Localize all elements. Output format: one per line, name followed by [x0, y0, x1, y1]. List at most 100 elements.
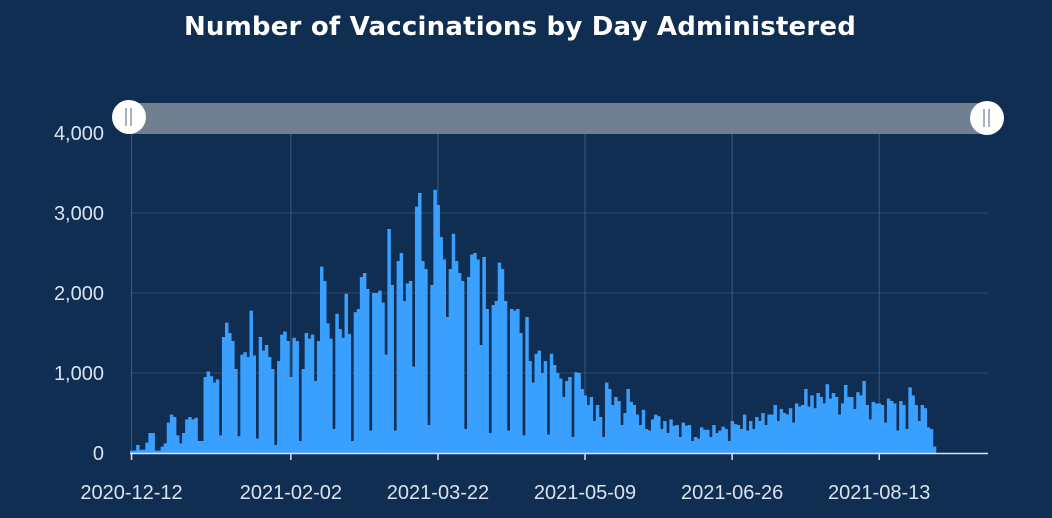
- bar: [142, 449, 146, 453]
- bar: [301, 369, 306, 453]
- x-tick-label: 2021-06-26: [681, 482, 783, 504]
- bar: [926, 427, 931, 453]
- bar: [460, 281, 465, 453]
- bar: [209, 376, 214, 453]
- bar: [764, 425, 768, 453]
- bar: [350, 441, 355, 453]
- bar: [761, 413, 765, 453]
- bar: [182, 433, 186, 453]
- bar: [721, 426, 725, 453]
- bar: [850, 397, 854, 453]
- x-tick-label: 2021-03-22: [387, 482, 489, 504]
- bar: [816, 393, 820, 453]
- bar: [332, 429, 336, 453]
- bar: [791, 422, 796, 453]
- bar: [831, 393, 836, 453]
- bar: [932, 446, 937, 453]
- bar: [896, 430, 900, 453]
- bar: [341, 337, 345, 453]
- bar: [843, 385, 848, 453]
- bar: [917, 421, 921, 453]
- bar: [859, 395, 863, 453]
- bar: [914, 405, 918, 453]
- bar: [130, 450, 134, 453]
- bar: [785, 414, 790, 453]
- range-slider-right-handle[interactable]: [970, 101, 1004, 135]
- bar: [899, 401, 903, 453]
- bar: [280, 334, 284, 453]
- y-tick-label: 4,000: [54, 123, 104, 145]
- bar: [617, 401, 621, 453]
- bar: [231, 341, 235, 453]
- bar: [828, 398, 833, 453]
- bar: [644, 429, 649, 453]
- bar: [424, 269, 428, 453]
- bar: [353, 312, 358, 453]
- bar: [825, 384, 830, 453]
- bar: [767, 414, 771, 453]
- bar: [531, 382, 535, 453]
- bar: [139, 449, 143, 453]
- bar: [586, 405, 591, 453]
- bar: [476, 259, 480, 453]
- bar: [905, 429, 909, 453]
- bar: [568, 377, 572, 453]
- bar: [834, 397, 839, 453]
- bar: [807, 406, 811, 453]
- bar: [886, 398, 891, 453]
- bar: [874, 403, 879, 453]
- bar: [421, 261, 425, 453]
- bar: [742, 414, 747, 453]
- bar: [752, 429, 756, 453]
- bar: [626, 389, 630, 453]
- bar: [736, 425, 741, 453]
- bar: [562, 397, 566, 453]
- bar: [565, 381, 569, 453]
- bar: [430, 285, 434, 453]
- bar: [608, 389, 612, 453]
- bar: [215, 379, 220, 453]
- bar: [393, 430, 397, 453]
- bar: [773, 405, 777, 453]
- bar: [657, 416, 661, 453]
- bar: [611, 405, 615, 453]
- bar: [908, 387, 912, 453]
- bar: [856, 392, 860, 453]
- bar: [678, 437, 682, 453]
- range-slider[interactable]: [112, 100, 1004, 135]
- bar: [571, 437, 575, 453]
- bar: [509, 309, 514, 453]
- bar: [396, 261, 401, 453]
- bar: [687, 425, 692, 453]
- bar: [650, 419, 655, 453]
- bar-series: [130, 189, 937, 454]
- bar: [237, 436, 241, 453]
- bar: [865, 405, 869, 453]
- bar: [218, 435, 223, 453]
- bar: [246, 357, 250, 453]
- bar: [893, 403, 897, 453]
- bar: [620, 425, 624, 453]
- bar: [365, 289, 370, 453]
- bar: [277, 361, 281, 453]
- bar: [451, 233, 456, 453]
- bar: [286, 341, 290, 453]
- bar: [552, 365, 557, 453]
- bar: [378, 290, 382, 453]
- bar: [445, 317, 450, 453]
- bar: [270, 369, 275, 453]
- bar: [614, 397, 618, 453]
- bar: [629, 401, 633, 453]
- bar: [414, 206, 419, 453]
- bar: [307, 338, 312, 453]
- x-tick-label: 2021-02-02: [240, 482, 342, 504]
- bar: [448, 269, 453, 453]
- bar: [525, 317, 529, 453]
- bar: [911, 395, 915, 453]
- range-slider-track[interactable]: [130, 103, 986, 134]
- bar: [252, 355, 257, 453]
- bar: [522, 435, 526, 453]
- bar: [847, 397, 851, 453]
- range-slider-left-handle[interactable]: [112, 100, 146, 134]
- bar: [779, 409, 784, 453]
